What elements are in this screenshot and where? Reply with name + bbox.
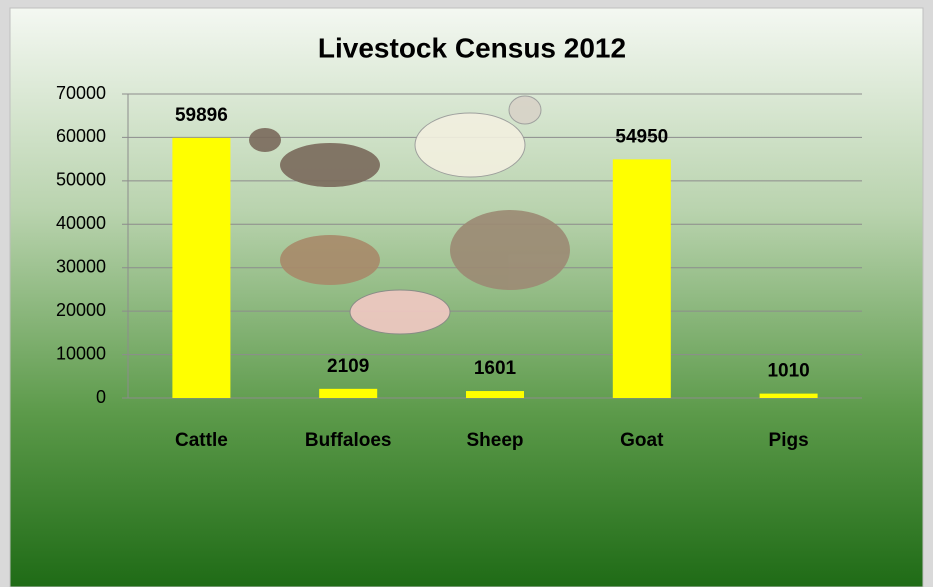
bar: [612, 159, 671, 398]
animal-illustrations: [249, 95, 570, 335]
value-label: 2109: [327, 356, 369, 377]
chart-background: [9, 7, 924, 587]
y-tick-label: 10000: [56, 343, 106, 363]
value-label: 1601: [474, 358, 517, 379]
y-tick-label: 50000: [56, 170, 106, 190]
x-tick-label: Goat: [620, 430, 664, 451]
y-tick-label: 20000: [56, 300, 106, 320]
sheep-head: [508, 95, 542, 125]
y-tick-label: 40000: [56, 213, 106, 233]
value-label: 54950: [615, 126, 668, 147]
bar: [319, 388, 378, 398]
bar: [466, 391, 524, 398]
bar: [759, 393, 818, 398]
x-tick-label: Pigs: [769, 430, 809, 451]
cow: [280, 235, 380, 285]
donkey: [280, 143, 380, 187]
y-tick-label: 70000: [56, 83, 106, 103]
value-label: 1010: [767, 361, 809, 382]
pig: [349, 289, 451, 335]
bull: [450, 210, 570, 290]
y-tick-label: 30000: [56, 256, 106, 276]
donkey-head: [249, 128, 281, 152]
y-tick-label: 60000: [56, 126, 106, 146]
value-label: 59896: [175, 105, 228, 126]
chart-title: Livestock Census 2012: [318, 32, 626, 63]
x-tick-label: Buffaloes: [305, 430, 392, 451]
y-tick-label: 0: [96, 387, 106, 407]
x-tick-label: Sheep: [466, 430, 523, 451]
bar: [172, 137, 231, 398]
x-tick-label: Cattle: [175, 430, 228, 451]
sheep: [414, 112, 526, 178]
